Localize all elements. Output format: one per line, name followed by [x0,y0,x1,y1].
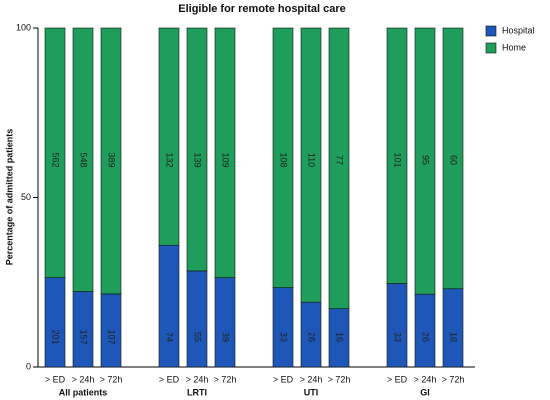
value-label: 18 [449,332,459,342]
value-label: 77 [335,155,345,165]
bar-segment [44,277,66,368]
x-tick-label: > ED [159,374,180,384]
x-tick-label: > 24h [300,374,323,384]
x-tick-label: > 24h [186,374,209,384]
value-label: 26 [307,332,317,342]
x-tick-label: > 72h [214,374,237,384]
value-label: 33 [279,332,289,342]
bar-segment [442,288,464,368]
bar-segment [414,27,436,295]
bar-segment [72,27,94,292]
y-tick-label: 50 [21,192,31,202]
bar-segment [386,283,408,368]
bar-segment [414,293,436,368]
group-label: GI [420,387,430,397]
value-label: 109 [221,152,231,167]
x-tick-label: > ED [45,374,66,384]
value-label: 157 [79,329,89,344]
value-label: 60 [449,155,459,165]
group-label: UTI [304,387,319,397]
bar-segment [44,27,66,278]
x-tick-label: > 72h [328,374,351,384]
value-label: 95 [421,155,431,165]
x-tick-label: > 72h [442,374,465,384]
chart-title: Eligible for remote hospital care [178,3,346,15]
value-label: 562 [51,152,61,167]
bar-segment [300,27,322,303]
x-tick-label: > ED [273,374,294,384]
legend-label: Hospital [502,25,535,35]
x-tick-label: > ED [387,374,408,384]
x-tick-label: > 72h [100,374,123,384]
bar-segment [328,27,350,309]
legend-swatch [485,42,497,54]
value-label: 55 [193,332,203,342]
x-tick-label: > 24h [72,374,95,384]
value-label: 101 [393,152,403,167]
value-label: 39 [221,332,231,342]
group-label: All patients [59,387,108,397]
value-label: 16 [335,332,345,342]
value-label: 74 [165,332,175,342]
y-axis-title: Percentage of admitted patients [4,129,14,266]
bar-segment [442,27,464,290]
bar-segment [272,287,294,368]
value-label: 107 [107,329,117,344]
value-label: 26 [421,332,431,342]
legend-label: Home [502,42,526,52]
bar-segment [100,27,122,295]
value-label: 132 [165,152,175,167]
y-tick-label: 100 [16,22,31,32]
value-label: 110 [307,153,317,167]
value-label: 201 [51,329,61,344]
value-label: 139 [193,152,203,167]
legend-swatch [485,25,497,37]
bar-segment [186,270,208,368]
x-tick-label: > 24h [414,374,437,384]
value-label: 389 [107,152,117,167]
value-label: 108 [279,152,289,167]
bar-segment [158,27,180,246]
bar-segment [186,27,208,272]
y-tick-label: 0 [26,361,31,371]
bar-segment [158,244,180,368]
bar-segment [214,27,236,278]
bar-segment [214,277,236,368]
value-label: 548 [79,152,89,167]
bar-segment [272,27,294,288]
group-label: LRTI [187,387,207,397]
bar-segment [386,27,408,284]
value-label: 33 [393,332,403,342]
